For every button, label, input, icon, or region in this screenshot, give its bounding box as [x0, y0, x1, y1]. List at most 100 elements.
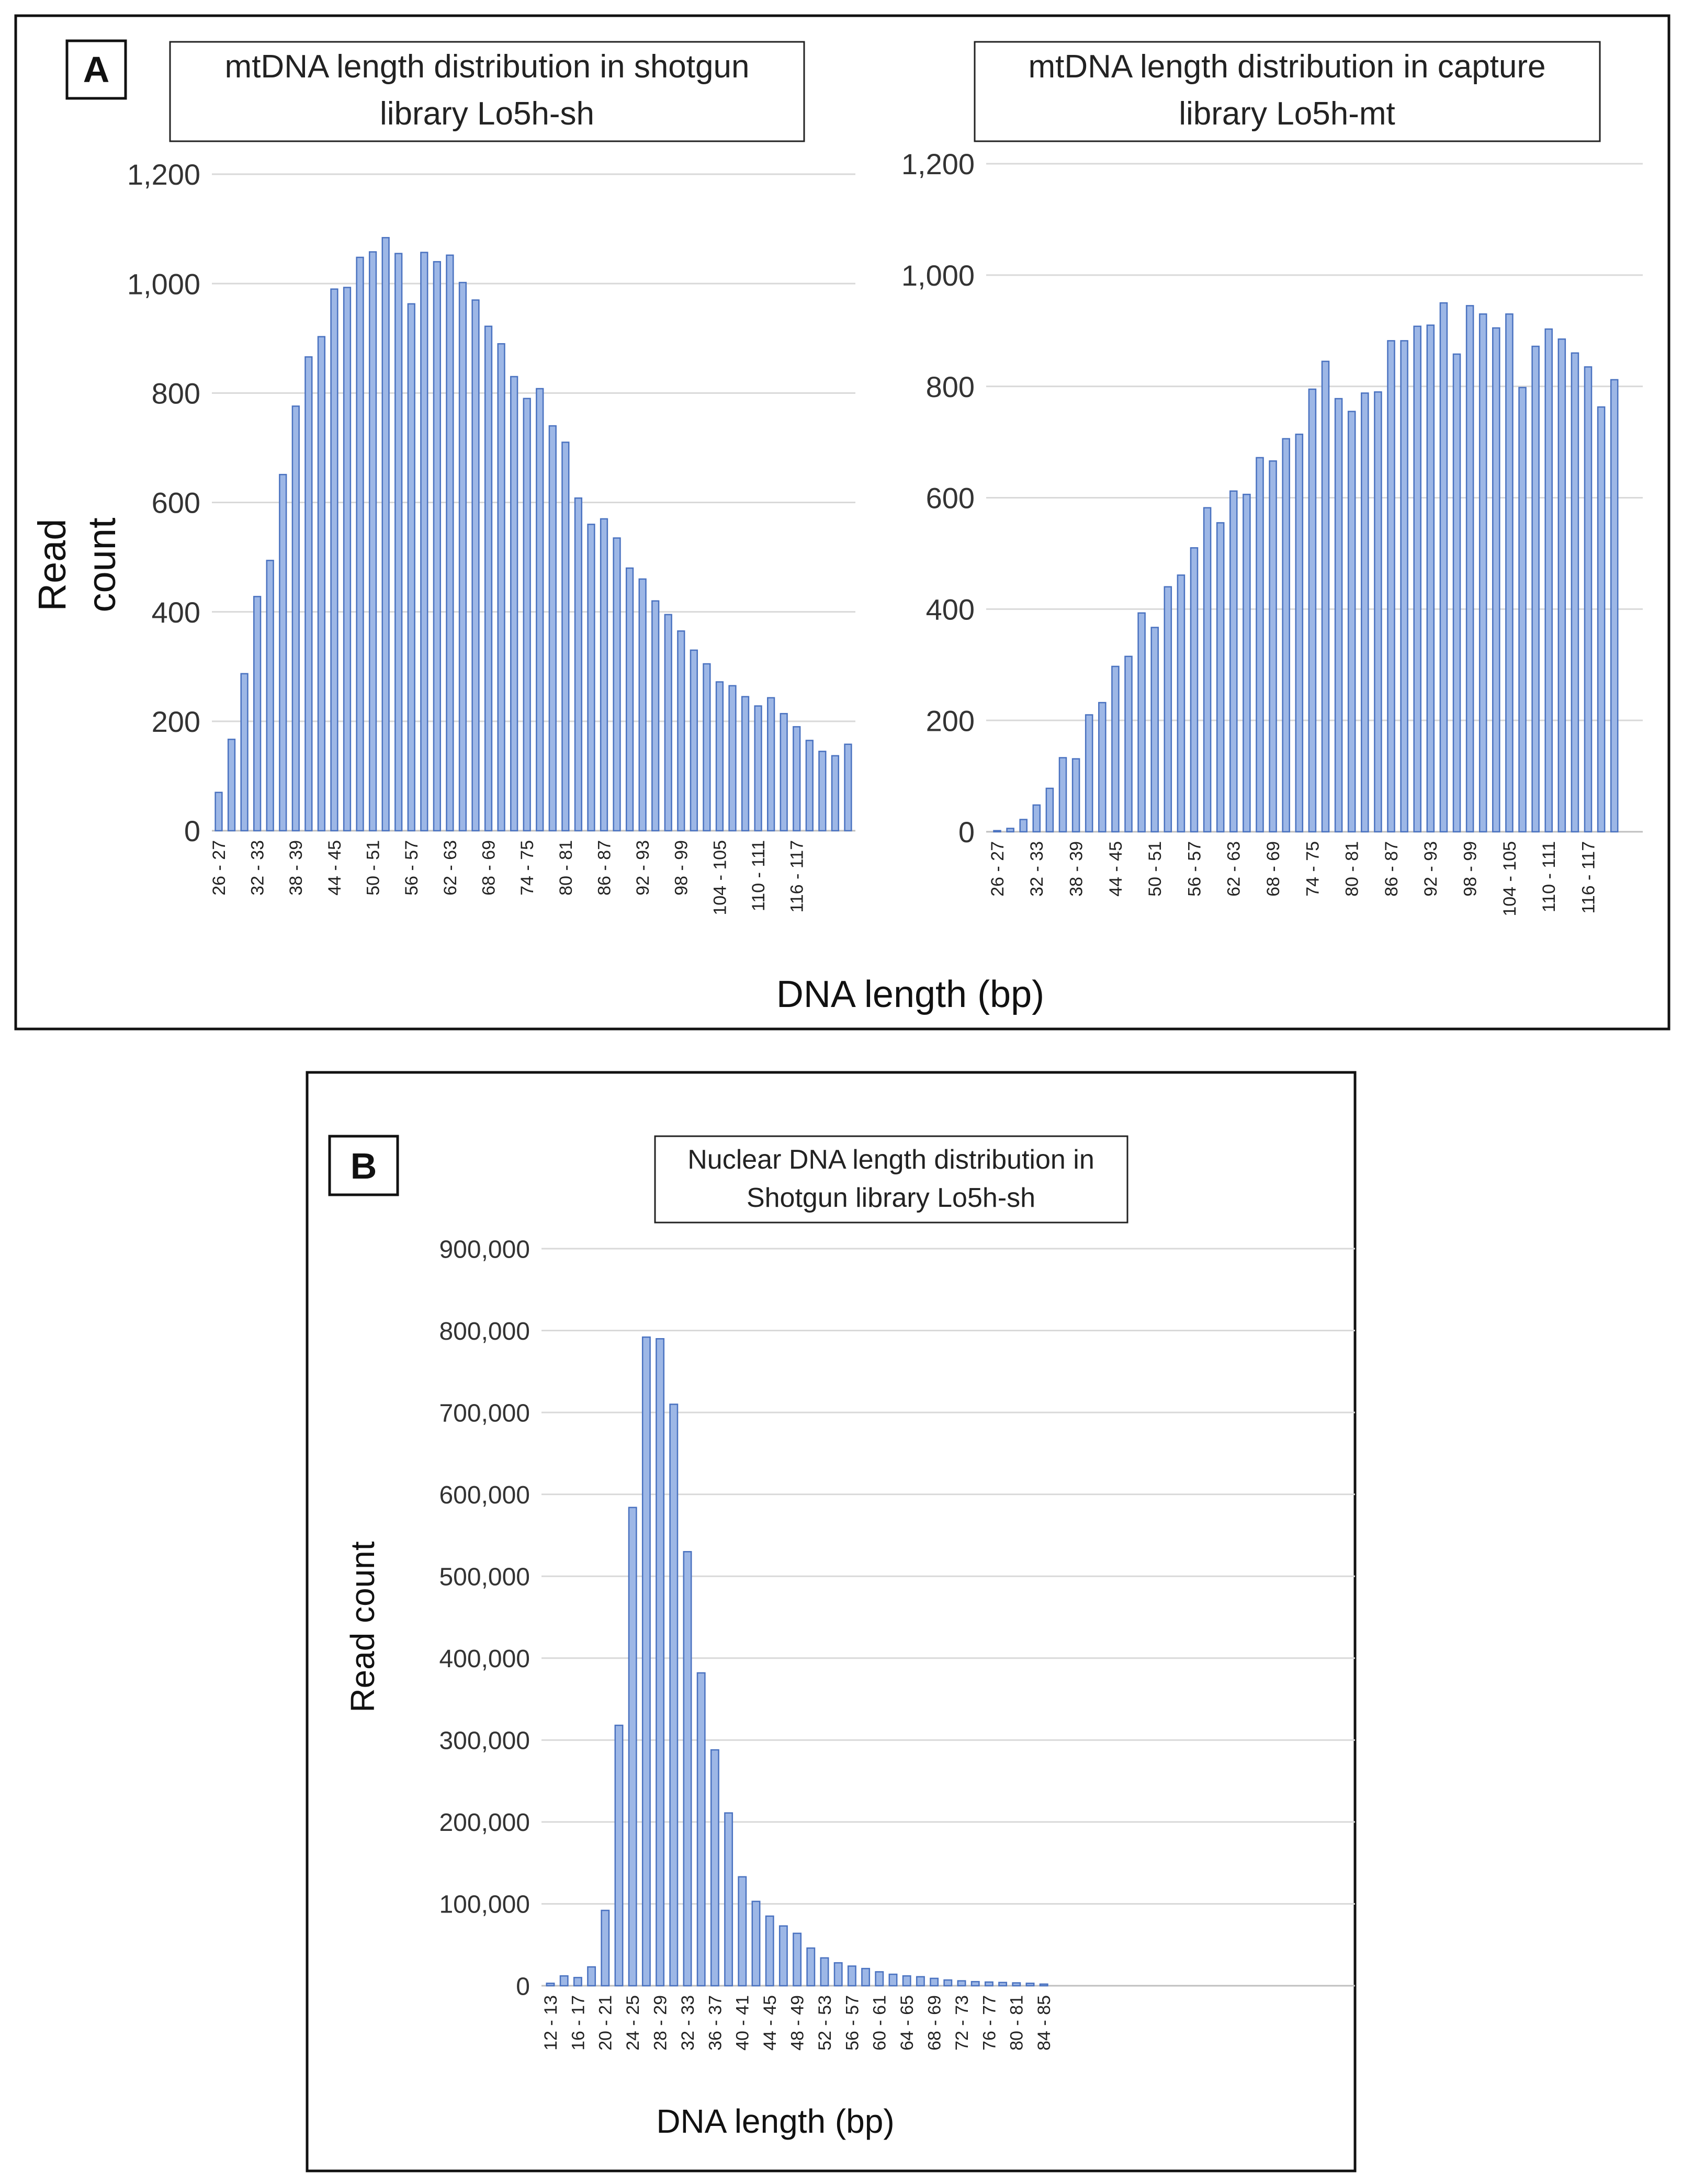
panel-a-xlabel: DNA length (bp) — [776, 974, 1044, 1015]
bar — [471, 299, 480, 832]
bar — [715, 681, 724, 832]
bar — [484, 325, 493, 832]
x-tick-label: 32 - 33 — [248, 840, 268, 896]
y-tick-label: 300,000 — [439, 1727, 530, 1755]
bar — [523, 398, 531, 832]
panel-b: B Nuclear DNA length distribution in Sho… — [306, 1071, 1357, 2172]
bar — [902, 1975, 911, 1987]
bar — [559, 1975, 569, 1987]
bar — [1531, 345, 1540, 833]
y-tick-label: 1,000 — [901, 259, 975, 292]
y-tick-label: 0 — [516, 1973, 530, 2000]
x-tick-label: 74 - 75 — [1303, 841, 1323, 897]
bar — [1295, 433, 1304, 833]
x-tick-label: 26 - 27 — [209, 840, 229, 896]
bar — [1071, 758, 1080, 833]
bar — [805, 740, 814, 832]
x-tick-label: 40 - 41 — [733, 1995, 753, 2051]
bar — [253, 596, 262, 832]
y-tick-label: 1,000 — [127, 267, 200, 300]
bar — [677, 630, 685, 832]
x-tick-label: 68 - 69 — [479, 840, 499, 896]
chart-a2-title-box — [974, 41, 1601, 142]
bar — [1557, 338, 1566, 833]
bar — [1006, 828, 1014, 833]
chart-a2: 0 200 400 600 800 1,000 1,200 26 - 27 32 - 33 38 … — [901, 148, 1643, 916]
bar — [394, 253, 403, 832]
bar — [587, 1966, 596, 1987]
x-tick-label: 98 - 99 — [1461, 841, 1481, 897]
x-tick-label: 20 - 21 — [596, 1995, 616, 2051]
bar — [1400, 340, 1408, 833]
x-tick-label: 62 - 63 — [441, 840, 460, 896]
bar — [1347, 411, 1356, 833]
bar — [614, 1724, 624, 1987]
bar — [669, 1404, 679, 1987]
bar — [1387, 340, 1395, 833]
bar — [984, 1981, 994, 1987]
bar — [833, 1962, 843, 1987]
bar — [536, 388, 544, 832]
bar — [1164, 586, 1172, 833]
bar — [1544, 328, 1553, 833]
x-tick-label: 68 - 69 — [925, 1995, 945, 2051]
bar — [728, 685, 737, 832]
bar — [844, 743, 852, 832]
bar — [1452, 353, 1461, 833]
chart-a2-title-line1: mtDNA length distribution in capture — [1028, 49, 1545, 85]
x-tick-label: 74 - 75 — [517, 840, 537, 896]
chart-b-title-line2: Shotgun library Lo5h-sh — [747, 1183, 1035, 1213]
x-tick-label: 24 - 25 — [623, 1995, 643, 2051]
bar — [751, 1900, 761, 1987]
y-tick-label: 900,000 — [439, 1236, 530, 1263]
bar — [765, 1915, 774, 1987]
panel-a-frame — [14, 14, 1670, 1031]
bar — [510, 376, 518, 832]
bar — [696, 1672, 706, 1987]
bar — [1597, 406, 1606, 833]
y-tick-label: 0 — [184, 814, 200, 847]
bar — [1032, 804, 1041, 833]
bar — [638, 578, 647, 832]
bar — [1282, 438, 1290, 833]
x-tick-label: 38 - 39 — [286, 840, 306, 896]
bar — [943, 1979, 953, 1987]
x-tick-label: 98 - 99 — [672, 840, 692, 896]
y-tick-label: 0 — [958, 816, 975, 848]
x-tick-label: 32 - 33 — [678, 1995, 698, 2051]
bar — [407, 303, 415, 832]
bar — [724, 1812, 733, 1987]
bar — [1478, 313, 1487, 833]
bar — [710, 1749, 719, 1987]
bar — [1374, 391, 1382, 833]
bar — [664, 614, 672, 832]
y-tick-label: 400 — [926, 593, 975, 626]
y-tick-label: 200 — [926, 704, 975, 737]
x-tick-label: 110 - 111 — [749, 840, 769, 911]
y-tick-label: 200 — [152, 705, 200, 738]
x-tick-label: 72 - 73 — [952, 1995, 972, 2051]
x-tick-label: 56 - 57 — [842, 1995, 862, 2051]
y-tick-label: 100,000 — [439, 1891, 530, 1919]
bar — [1058, 757, 1067, 833]
bar — [1321, 360, 1330, 833]
x-tick-label: 12 - 13 — [541, 1995, 561, 2051]
bar — [628, 1507, 637, 1987]
bar — [793, 1932, 802, 1987]
y-tick-label: 500,000 — [439, 1564, 530, 1591]
y-tick-label: 800 — [926, 370, 975, 403]
panel-a: A mtDNA length distribution in shotgun l… — [14, 14, 1670, 1031]
chart-a2-title-line2: library Lo5h-mt — [1179, 96, 1395, 132]
bar — [888, 1973, 898, 1987]
x-tick-label: 44 - 45 — [760, 1995, 780, 2051]
bar — [741, 696, 750, 832]
panel-b-label: B — [351, 1146, 377, 1186]
bar — [1203, 507, 1212, 833]
bar — [1465, 305, 1474, 833]
bar — [683, 1551, 692, 1987]
chart-b: 0 100,000 200,000 300,000 400,000 500,000 600,… — [439, 1236, 1355, 2051]
bar — [1361, 392, 1369, 833]
bar — [601, 1909, 610, 1987]
bar — [497, 343, 505, 832]
